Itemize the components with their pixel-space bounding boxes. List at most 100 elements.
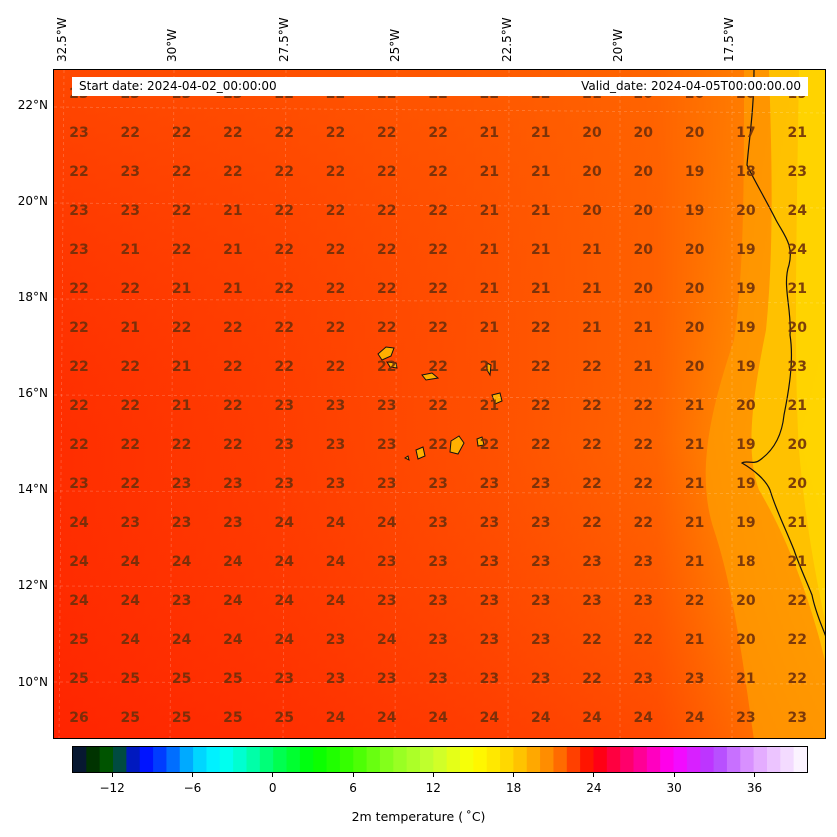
colorbar-segment	[193, 747, 208, 772]
temperature-value: 21	[634, 359, 653, 375]
temperature-value: 23	[326, 632, 345, 648]
temperature-value: 22	[121, 359, 140, 375]
lon-tick-label: 20°W	[611, 28, 625, 62]
temperature-value: 22	[326, 164, 345, 180]
temperature-value: 24	[69, 593, 89, 609]
temperature-value: 21	[531, 281, 550, 297]
temperature-value: 24	[582, 710, 602, 726]
temperature-value: 20	[634, 281, 654, 297]
colorbar-tick-label: 6	[349, 781, 357, 795]
temperature-value: 19	[736, 359, 755, 375]
colorbar-segment	[99, 747, 114, 772]
temperature-value: 21	[685, 515, 704, 531]
temperature-value: 23	[531, 476, 550, 492]
colorbar-tick-label: 0	[268, 781, 277, 795]
temperature-value: 23	[428, 671, 447, 687]
colorbar-segment	[660, 747, 675, 772]
temperature-value: 23	[172, 515, 191, 531]
temperature-value: 19	[736, 281, 755, 297]
colorbar-segment	[393, 747, 408, 772]
colorbar-segment	[166, 747, 181, 772]
temperature-value: 24	[274, 632, 294, 648]
temperature-value: 22	[274, 320, 293, 336]
temperature-value: 22	[274, 281, 293, 297]
temperature-value: 25	[121, 710, 140, 726]
temperature-value: 25	[223, 671, 242, 687]
colorbar-segment	[299, 747, 314, 772]
temperature-value: 22	[685, 593, 704, 609]
colorbar-tick	[432, 773, 434, 777]
colorbar-tick	[753, 773, 755, 777]
temperature-value: 23	[428, 515, 447, 531]
temperature-value: 22	[634, 632, 653, 648]
colorbar-segment	[753, 747, 768, 772]
colorbar-segment	[526, 747, 541, 772]
temperature-value: 21	[685, 632, 704, 648]
temperature-value: 19	[685, 164, 704, 180]
colorbar-segment	[219, 747, 234, 772]
map-shading	[54, 70, 825, 738]
colorbar-tick	[272, 773, 274, 777]
temperature-value: 20	[685, 242, 705, 258]
colorbar-tick-label: 30	[666, 781, 682, 795]
colorbar-segment	[379, 747, 394, 772]
temperature-value: 25	[223, 710, 242, 726]
colorbar-segment	[780, 747, 795, 772]
temperature-value: 24	[223, 632, 243, 648]
temperature-value: 22	[582, 671, 601, 687]
colorbar-tick-label: 24	[586, 781, 602, 795]
temperature-value: 21	[121, 242, 140, 258]
colorbar-segment	[286, 747, 301, 772]
colorbar-segment	[553, 747, 568, 772]
colorbar-tick-label: 36	[746, 781, 763, 795]
colorbar-segment	[259, 747, 274, 772]
temperature-value: 23	[377, 554, 396, 570]
temperature-value: 25	[274, 710, 293, 726]
colorbar-segment	[540, 747, 555, 772]
colorbar-segment	[339, 747, 354, 772]
temperature-value: 23	[428, 632, 447, 648]
lat-tick-label: 22°N	[17, 98, 48, 112]
temperature-value: 24	[531, 710, 551, 726]
temperature-value: 21	[480, 320, 499, 336]
temperature-value: 23	[428, 476, 447, 492]
colorbar-segment	[606, 747, 621, 772]
temperature-value: 17	[736, 125, 755, 141]
temperature-value: 21	[736, 671, 755, 687]
temperature-value: 23	[582, 593, 601, 609]
colorbar-segment	[473, 747, 488, 772]
temperature-value: 22	[428, 320, 447, 336]
date-header: Start date: 2024-04-02_00:00:00 Valid_da…	[72, 77, 808, 96]
temperature-value: 25	[69, 632, 88, 648]
colorbar-segment	[446, 747, 461, 772]
colorbar-segment	[593, 747, 608, 772]
temperature-value: 22	[121, 437, 140, 453]
temperature-value: 24	[274, 515, 294, 531]
temperature-value: 20	[736, 593, 756, 609]
temperature-value: 22	[428, 281, 447, 297]
temperature-value: 21	[223, 203, 242, 219]
colorbar-tick-label: −6	[183, 781, 202, 795]
temperature-value: 22	[428, 203, 447, 219]
lon-tick-label: 17.5°W	[722, 17, 736, 62]
temperature-value: 22	[223, 359, 242, 375]
temperature-value: 21	[531, 203, 550, 219]
temperature-value: 23	[326, 671, 345, 687]
temperature-value: 22	[582, 398, 601, 414]
temperature-value: 21	[787, 281, 806, 297]
temperature-value: 22	[326, 203, 345, 219]
temperature-value: 23	[634, 671, 653, 687]
colorbar-segment	[86, 747, 101, 772]
temperature-value: 20	[582, 125, 602, 141]
temperature-value: 21	[685, 554, 704, 570]
temperature-value: 24	[69, 554, 89, 570]
colorbar-segment	[633, 747, 648, 772]
temperature-value: 21	[531, 164, 550, 180]
temperature-value: 23	[172, 476, 191, 492]
temperature-value: 22	[172, 437, 191, 453]
temperature-value: 25	[121, 671, 140, 687]
temperature-value: 20	[787, 476, 807, 492]
cape-verde-islands	[377, 346, 503, 461]
temperature-value: 25	[172, 671, 191, 687]
colorbar-segment	[513, 747, 528, 772]
